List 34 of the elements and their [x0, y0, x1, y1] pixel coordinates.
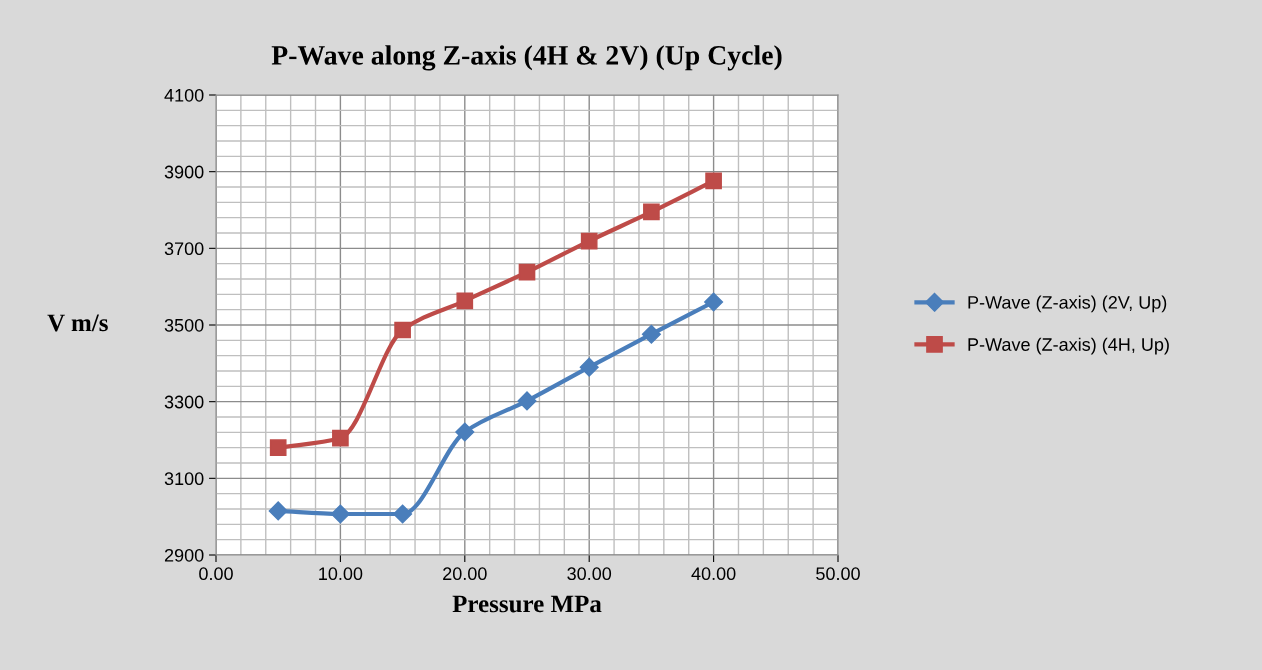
point: [518, 263, 536, 281]
chart-title: P-Wave along Z-axis (4H & 2V) (Up Cycle): [271, 45, 782, 71]
x-axis-title: Pressure MPa: [452, 595, 602, 613]
point: [704, 292, 724, 312]
legend-label: P-Wave (Z-axis) (2V, Up): [968, 295, 1167, 313]
point: [269, 439, 287, 457]
x-tick-label: 20.00: [443, 567, 487, 581]
y-tick-label: 2900: [164, 548, 204, 562]
y-tick-label: 3700: [164, 242, 204, 256]
point: [705, 172, 722, 190]
point: [393, 504, 413, 524]
point: [517, 391, 537, 411]
point: [643, 203, 660, 221]
y-tick-label: 3900: [164, 165, 204, 179]
y-axis-title: V m/s: [47, 314, 108, 332]
y-tick-label: 4100: [164, 88, 204, 102]
point: [268, 501, 288, 521]
point: [579, 357, 599, 377]
point: [330, 504, 350, 524]
x-tick-label: 40.00: [691, 567, 736, 581]
point: [580, 232, 598, 250]
y-tick-label: 3300: [164, 395, 204, 409]
x-tick-label: 50.00: [816, 567, 860, 581]
point: [394, 321, 411, 339]
x-tick-label: 30.00: [567, 567, 612, 581]
legend-label: P-Wave (Z-axis) (4H, Up): [968, 337, 1169, 355]
point: [641, 324, 661, 344]
point: [455, 422, 475, 442]
x-tick-label: 10.00: [319, 567, 363, 581]
point: [332, 429, 349, 447]
point: [456, 292, 474, 310]
x-tick-label: 0.00: [199, 567, 233, 581]
y-tick-label: 3100: [164, 472, 204, 486]
y-tick-label: 3500: [164, 318, 204, 332]
